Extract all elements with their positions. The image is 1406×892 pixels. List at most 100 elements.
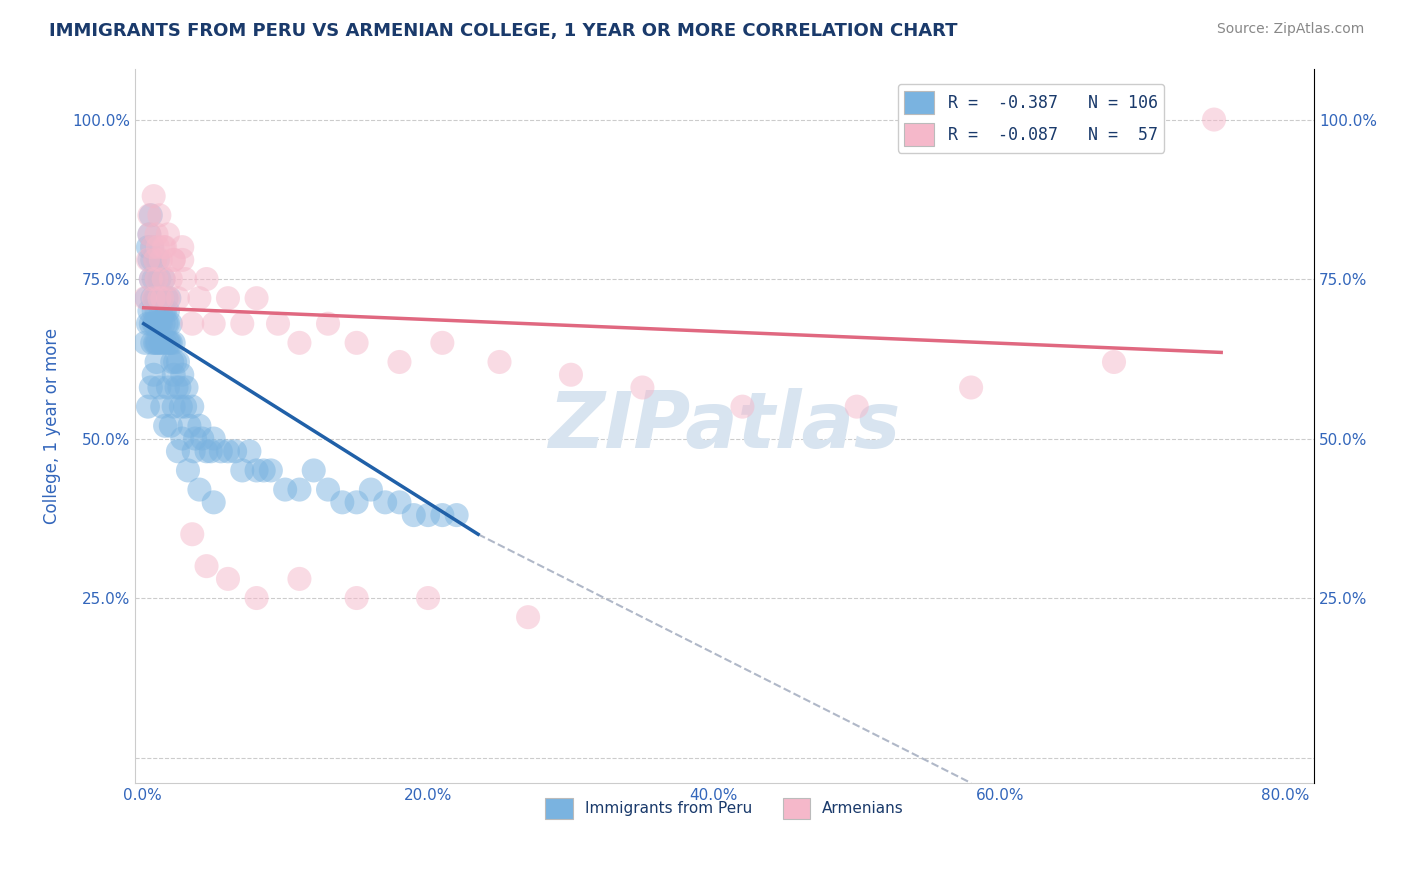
Point — [143, 252, 166, 267]
Text: Source: ZipAtlas.com: Source: ZipAtlas.com — [1216, 22, 1364, 37]
Point — [150, 291, 173, 305]
Point — [148, 291, 170, 305]
Point — [274, 483, 297, 497]
Point — [152, 240, 174, 254]
Point — [141, 252, 163, 267]
Point — [167, 291, 190, 305]
Point — [231, 317, 253, 331]
Point — [845, 400, 868, 414]
Point — [172, 368, 194, 382]
Y-axis label: College, 1 year or more: College, 1 year or more — [44, 327, 60, 524]
Point — [156, 291, 179, 305]
Point — [148, 291, 170, 305]
Point — [163, 400, 186, 414]
Point — [152, 272, 174, 286]
Point — [172, 432, 194, 446]
Point — [139, 208, 162, 222]
Point — [134, 291, 156, 305]
Point — [731, 400, 754, 414]
Point — [136, 317, 159, 331]
Point — [181, 527, 204, 541]
Point — [288, 483, 311, 497]
Point — [231, 463, 253, 477]
Point — [388, 355, 411, 369]
Point — [145, 304, 167, 318]
Point — [209, 444, 232, 458]
Point — [200, 444, 222, 458]
Point — [155, 291, 177, 305]
Point — [184, 432, 207, 446]
Point — [148, 380, 170, 394]
Point — [432, 508, 454, 522]
Point — [195, 272, 218, 286]
Point — [138, 227, 160, 242]
Point — [288, 335, 311, 350]
Point — [245, 591, 267, 605]
Point — [179, 418, 201, 433]
Point — [153, 418, 176, 433]
Point — [163, 252, 186, 267]
Point — [163, 252, 186, 267]
Point — [149, 335, 172, 350]
Point — [148, 317, 170, 331]
Point — [346, 495, 368, 509]
Point — [156, 317, 179, 331]
Point — [183, 444, 205, 458]
Point — [156, 227, 179, 242]
Point — [402, 508, 425, 522]
Point — [191, 432, 214, 446]
Point — [156, 380, 179, 394]
Point — [188, 291, 211, 305]
Point — [238, 444, 260, 458]
Point — [135, 291, 157, 305]
Point — [138, 227, 160, 242]
Point — [138, 208, 160, 222]
Point — [143, 335, 166, 350]
Point — [145, 355, 167, 369]
Point — [217, 291, 239, 305]
Point — [142, 189, 165, 203]
Point — [267, 317, 290, 331]
Point — [146, 240, 169, 254]
Point — [202, 495, 225, 509]
Point — [141, 335, 163, 350]
Point — [143, 252, 166, 267]
Point — [631, 380, 654, 394]
Point — [145, 272, 167, 286]
Point — [159, 317, 181, 331]
Point — [288, 572, 311, 586]
Point — [146, 335, 169, 350]
Point — [142, 272, 165, 286]
Point — [177, 463, 200, 477]
Point — [142, 368, 165, 382]
Point — [156, 335, 179, 350]
Point — [142, 304, 165, 318]
Point — [148, 208, 170, 222]
Point — [1202, 112, 1225, 127]
Point — [163, 368, 186, 382]
Point — [202, 317, 225, 331]
Point — [145, 291, 167, 305]
Point — [346, 591, 368, 605]
Point — [143, 291, 166, 305]
Point — [316, 317, 339, 331]
Point — [416, 508, 439, 522]
Point — [138, 252, 160, 267]
Point — [174, 400, 197, 414]
Point — [136, 240, 159, 254]
Point — [156, 304, 179, 318]
Point — [139, 317, 162, 331]
Legend: Immigrants from Peru, Armenians: Immigrants from Peru, Armenians — [538, 791, 910, 825]
Point — [159, 418, 181, 433]
Point — [202, 432, 225, 446]
Point — [149, 317, 172, 331]
Point — [138, 304, 160, 318]
Point — [388, 495, 411, 509]
Point — [488, 355, 510, 369]
Point — [181, 400, 204, 414]
Point — [170, 400, 193, 414]
Point — [153, 335, 176, 350]
Point — [416, 591, 439, 605]
Point — [165, 355, 187, 369]
Point — [176, 380, 198, 394]
